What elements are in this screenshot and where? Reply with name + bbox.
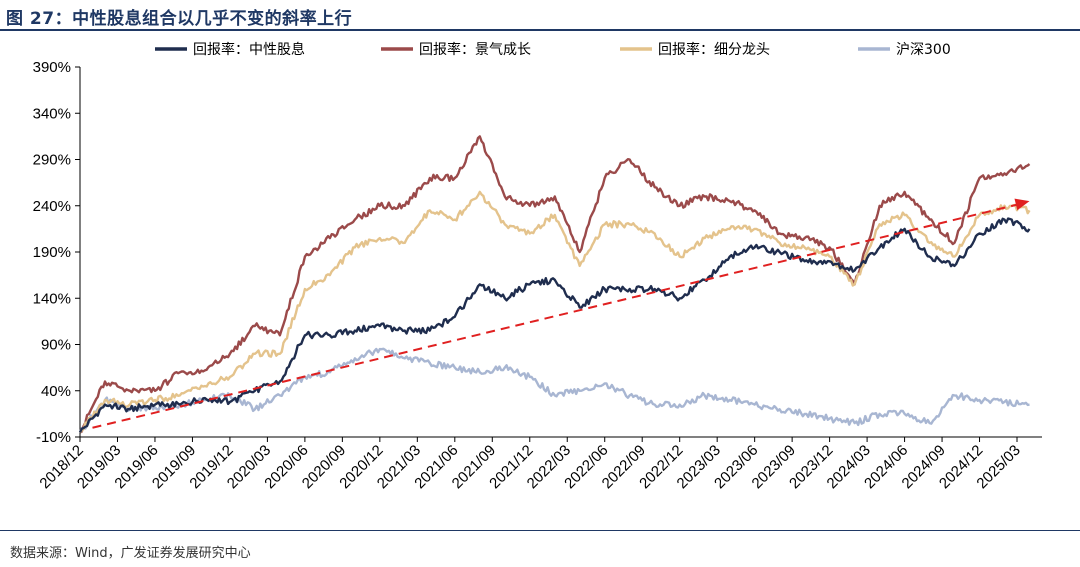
y-tick-label: 290% <box>33 152 71 169</box>
data-source: 数据来源：Wind，广发证券发展研究中心 <box>10 546 251 561</box>
header-rule <box>0 29 1080 31</box>
y-tick-label: -10% <box>36 429 71 446</box>
footer-rule <box>0 530 1080 531</box>
chart-annotations <box>92 198 1030 429</box>
legend-label-1: 回报率：景气成长 <box>419 41 531 58</box>
series-line-1 <box>79 135 1031 434</box>
series-line-2 <box>79 190 1031 434</box>
y-tick-label: 390% <box>33 59 71 76</box>
figure-title: 图 27：中性股息组合以几乎不变的斜率上行 <box>6 9 353 29</box>
chart-legend: 回报率：中性股息 回报率：景气成长 回报率：细分龙头 沪深300 <box>155 41 951 58</box>
series-line-3 <box>78 347 1030 433</box>
line-chart: 回报率：中性股息 回报率：景气成长 回报率：细分龙头 沪深300 390% 340% 29… <box>33 41 1042 492</box>
y-tick-label: 190% <box>33 244 71 261</box>
y-axis: 390% 340% 290% 240% 190% 140% 90% 40% -10% <box>33 59 81 446</box>
chart-series <box>78 135 1031 434</box>
y-tick-label: 90% <box>41 337 71 354</box>
legend-label-3: 沪深300 <box>896 42 951 58</box>
y-tick-label: 240% <box>33 198 71 215</box>
figure-footer: 数据来源：Wind，广发证券发展研究中心 <box>0 530 1080 567</box>
legend-label-0: 回报率：中性股息 <box>193 41 305 58</box>
y-tick-label: 340% <box>33 105 71 122</box>
figure-header: 图 27：中性股息组合以几乎不变的斜率上行 <box>0 0 1080 31</box>
series-line-0 <box>78 217 1031 433</box>
y-tick-label: 40% <box>41 383 71 400</box>
x-axis: 2018/122019/032019/062019/092019/122020/… <box>36 436 1042 492</box>
trend-arrow-line <box>92 202 1022 429</box>
trend-arrow-head <box>1014 198 1030 211</box>
y-tick-label: 140% <box>33 290 71 307</box>
legend-label-2: 回报率：细分龙头 <box>658 41 770 58</box>
